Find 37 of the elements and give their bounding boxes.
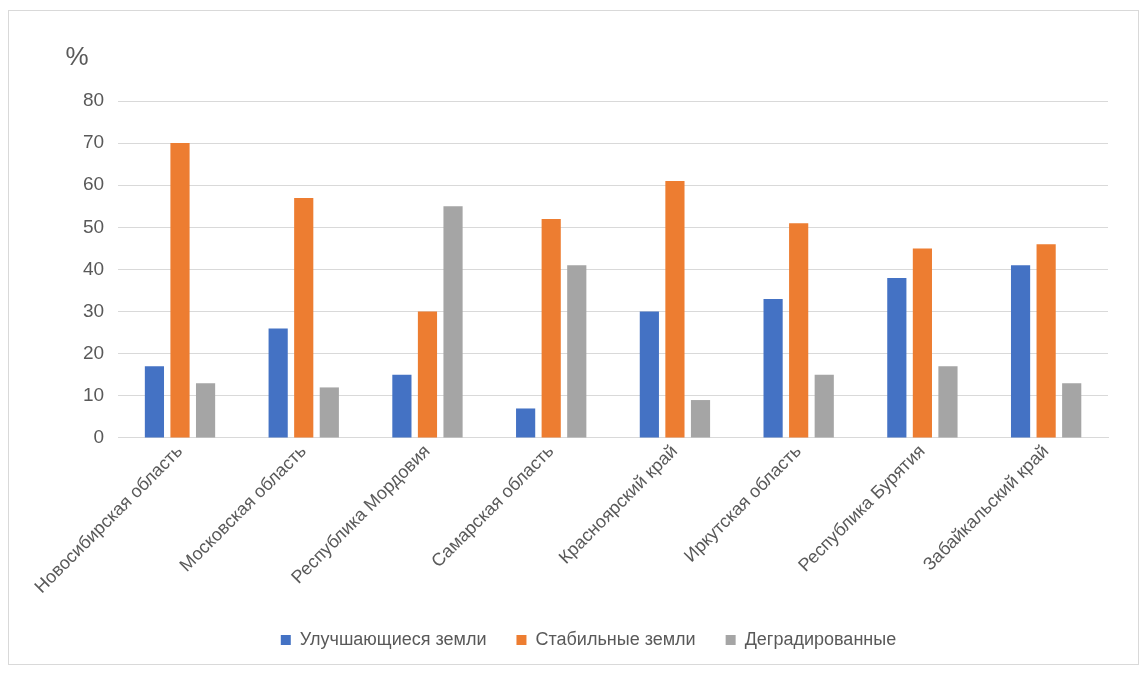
y-tick-label: 40 bbox=[82, 257, 105, 279]
y-tick-label: 30 bbox=[82, 299, 105, 321]
bar bbox=[1062, 383, 1082, 438]
bar bbox=[912, 248, 932, 438]
bar bbox=[170, 143, 190, 438]
bar bbox=[938, 366, 958, 438]
bar bbox=[541, 218, 561, 438]
legend-label: Стабильные земли bbox=[535, 628, 696, 649]
bar bbox=[417, 311, 438, 438]
bar bbox=[1036, 244, 1056, 438]
bar bbox=[144, 366, 165, 438]
bar bbox=[639, 311, 659, 438]
y-tick-label: 80 bbox=[82, 89, 105, 111]
bar bbox=[294, 197, 314, 438]
bar bbox=[887, 277, 907, 438]
bar bbox=[392, 374, 412, 438]
y-tick-label: 10 bbox=[82, 384, 105, 406]
y-tick-label: 60 bbox=[82, 173, 105, 195]
bar bbox=[443, 206, 463, 438]
bar bbox=[268, 328, 288, 438]
bar bbox=[1010, 265, 1031, 438]
legend-label: Улучшающиеся земли bbox=[299, 628, 487, 649]
bar bbox=[763, 298, 783, 438]
bar bbox=[195, 383, 216, 438]
bar bbox=[516, 408, 536, 438]
y-tick-label: 20 bbox=[82, 341, 105, 363]
y-tick-label: 50 bbox=[82, 215, 105, 237]
y-axis-title: % bbox=[65, 41, 89, 72]
y-tick-label: 70 bbox=[82, 131, 105, 153]
bar bbox=[814, 374, 834, 438]
bar bbox=[665, 181, 685, 438]
y-tick-label: 0 bbox=[93, 426, 105, 448]
bar bbox=[319, 387, 339, 438]
bar bbox=[789, 223, 809, 438]
bar bbox=[690, 400, 711, 438]
bar bbox=[567, 265, 587, 438]
legend-label: Деградированные bbox=[744, 628, 897, 649]
